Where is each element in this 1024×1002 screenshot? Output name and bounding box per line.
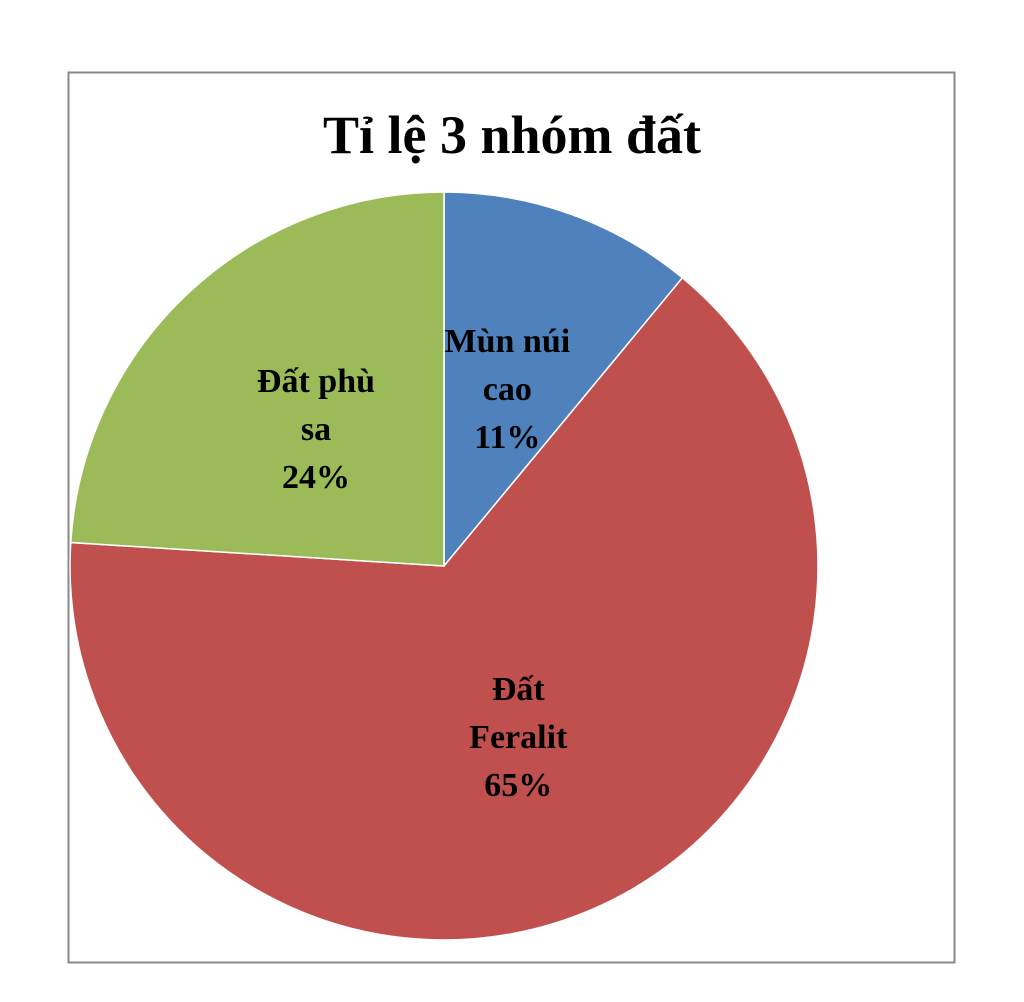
slice-label: Đất Feralit 65% [443,666,593,810]
category-label: Đất phù sa [256,362,376,448]
slice-label: Mùn núi cao 11% [432,318,582,462]
pie-slice [443,191,684,569]
value-label: 65% [484,766,553,804]
chart-title: Tỉ lệ 3 nhóm đất [322,105,702,165]
value-label: 11% [474,419,541,457]
pie-slice [69,191,445,567]
pie-slice [69,276,819,941]
slice-label: Đất phù sa 24% [241,358,391,502]
category-label: Mùn núi cao [444,323,571,409]
category-label: Đất Feralit [469,670,568,756]
value-label: 24% [281,458,350,496]
